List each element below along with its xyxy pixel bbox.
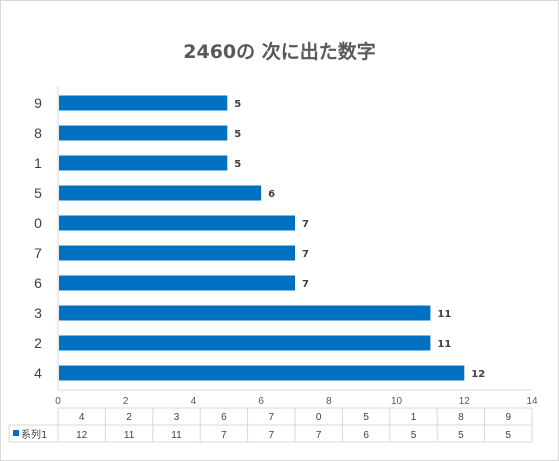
table-value-5: 6: [363, 430, 369, 441]
bar-4: [59, 365, 465, 381]
category-label-5: 5: [34, 185, 42, 201]
data-label-7: 7: [302, 249, 309, 260]
table-header-6: 6: [221, 412, 227, 423]
data-label-8: 5: [234, 129, 241, 140]
category-label-0: 0: [34, 215, 42, 231]
legend-key-series1: [13, 430, 19, 436]
bar-3: [59, 305, 431, 321]
x-tick-label-4: 4: [191, 396, 197, 407]
table-value-6: 7: [221, 430, 227, 441]
table-header-3: 3: [174, 412, 180, 423]
category-label-8: 8: [34, 125, 42, 141]
x-tick-label-0: 0: [55, 396, 61, 407]
series-name-label: 系列1: [21, 428, 47, 441]
category-label-7: 7: [34, 245, 42, 261]
table-header-0: 0: [316, 412, 322, 423]
bar-2: [59, 335, 431, 351]
data-label-4: 12: [471, 369, 485, 380]
category-label-2: 2: [34, 335, 42, 351]
category-label-9: 9: [34, 95, 42, 111]
table-value-1: 5: [411, 430, 417, 441]
data-label-9: 5: [234, 99, 241, 110]
data-label-0: 7: [302, 219, 309, 230]
data-label-2: 11: [437, 339, 451, 350]
table-value-3: 11: [171, 430, 182, 441]
bar-1: [59, 155, 228, 171]
bar-9: [59, 95, 228, 111]
x-tick-label-12: 12: [459, 396, 471, 407]
data-label-5: 6: [268, 189, 275, 200]
bar-5: [59, 185, 262, 201]
table-header-7: 7: [269, 412, 275, 423]
data-label-3: 11: [437, 309, 451, 320]
x-tick-label-2: 2: [123, 396, 129, 407]
table-header-2: 2: [126, 412, 132, 423]
data-label-6: 7: [302, 279, 309, 290]
table-header-1: 1: [411, 412, 417, 423]
table-header-8: 8: [458, 412, 464, 423]
category-label-3: 3: [34, 305, 42, 321]
category-label-6: 6: [34, 275, 42, 291]
table-value-8: 5: [458, 430, 464, 441]
bar-8: [59, 125, 228, 141]
table-value-4: 12: [76, 430, 88, 441]
table-header-9: 9: [506, 412, 512, 423]
category-label-4: 4: [34, 365, 42, 381]
table-header-5: 5: [363, 412, 369, 423]
table-header-4: 4: [79, 412, 85, 423]
table-value-2: 11: [124, 430, 135, 441]
category-label-1: 1: [34, 155, 42, 171]
table-value-7: 7: [269, 430, 275, 441]
bar-6: [59, 275, 295, 291]
bar-0: [59, 215, 295, 231]
table-value-0: 7: [316, 430, 322, 441]
data-label-1: 5: [234, 159, 241, 170]
x-tick-label-8: 8: [326, 396, 332, 407]
chart-title: 2460の 次に出た数字: [183, 41, 376, 63]
bar-7: [59, 245, 295, 261]
x-tick-label-10: 10: [391, 396, 403, 407]
table-value-9: 5: [506, 430, 512, 441]
x-tick-label-14: 14: [526, 396, 538, 407]
x-tick-label-6: 6: [258, 396, 264, 407]
